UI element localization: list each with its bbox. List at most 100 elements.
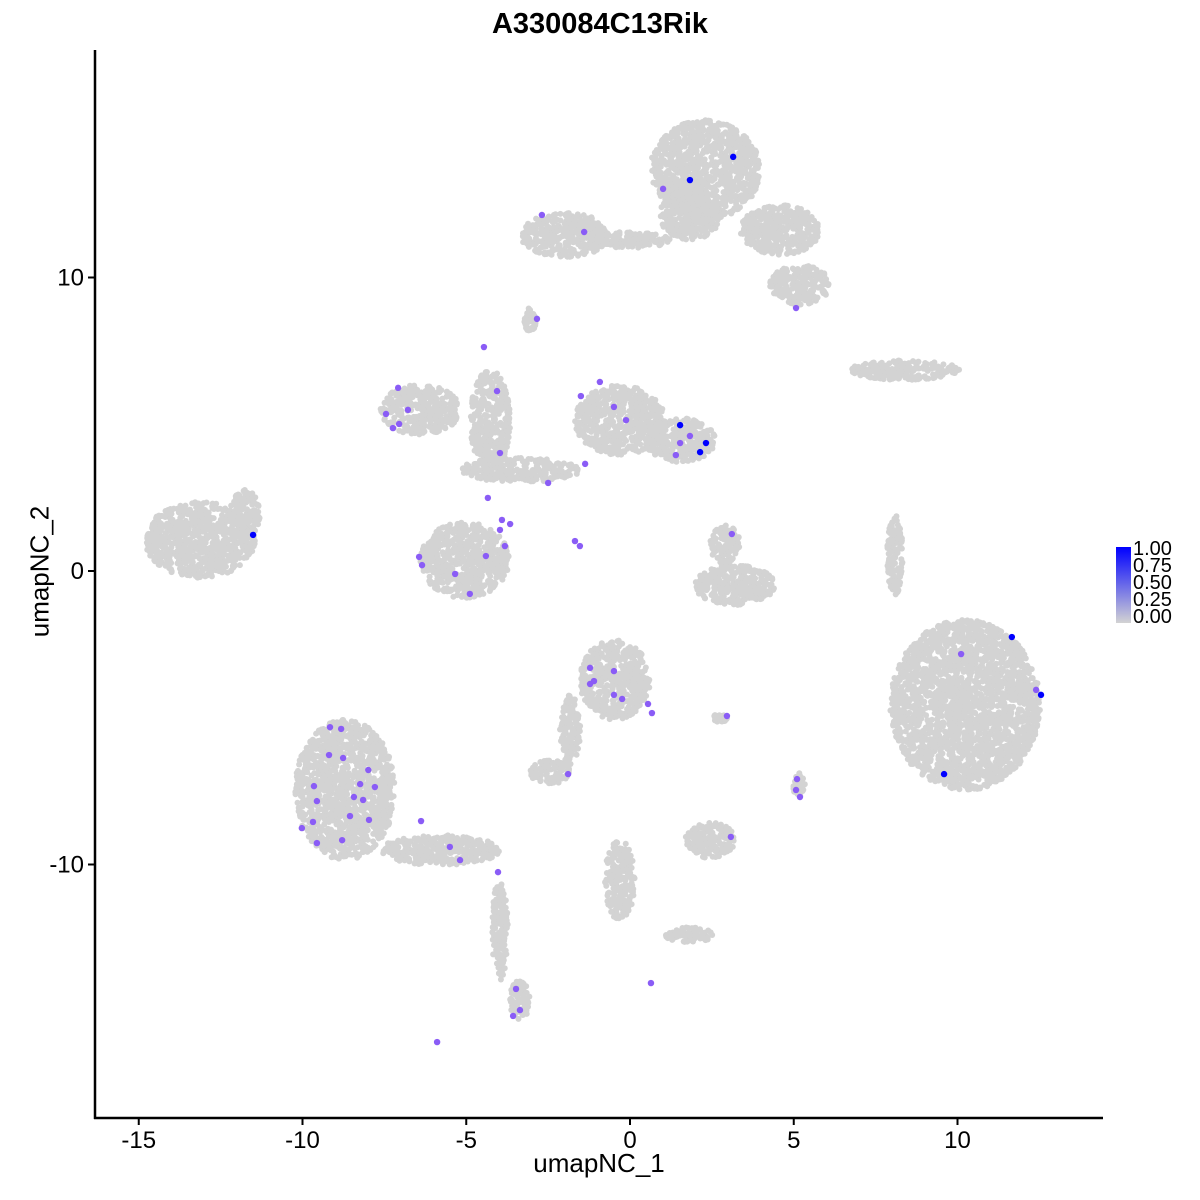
cell-point: [434, 569, 441, 576]
cell-point: [213, 540, 220, 547]
cell-point: [446, 566, 453, 573]
cell-point: [781, 218, 788, 225]
cell-point: [668, 163, 675, 170]
cell-point: [224, 538, 231, 545]
cell-point: [192, 539, 199, 546]
cell-point: [935, 365, 942, 372]
cell-point: [453, 401, 460, 408]
cell-point: [674, 189, 681, 196]
cell-point: [640, 407, 647, 414]
cell-point: [886, 360, 893, 367]
cell-point: [203, 499, 210, 506]
cell-point: [191, 527, 198, 534]
cell-point: [182, 502, 189, 509]
cell-point: [550, 212, 557, 219]
cell-point: [613, 230, 620, 237]
cell-point: [735, 144, 742, 151]
cell-point: [447, 538, 454, 545]
cell-point: [613, 240, 620, 247]
cell-point: [602, 421, 609, 428]
cell-point: [147, 549, 154, 556]
cell-point: [408, 430, 415, 437]
cell-point: [176, 527, 183, 534]
cell-point: [908, 373, 915, 380]
cell-point: [234, 553, 241, 560]
cell-point: [187, 543, 194, 550]
cell-point: [441, 585, 448, 592]
cell-point: [250, 526, 257, 533]
cell-point: [151, 558, 158, 565]
cell-point: [930, 371, 937, 378]
cell-point: [496, 533, 503, 540]
cell-point: [476, 569, 483, 576]
cell-point: [660, 141, 667, 148]
cell-point: [668, 155, 675, 162]
cell-point: [181, 553, 188, 560]
cell-point: [780, 205, 787, 212]
cell-point: [427, 409, 434, 416]
cell-point: [734, 177, 741, 184]
cell-point: [723, 121, 730, 128]
cell-point: [662, 233, 669, 240]
cell-point: [175, 557, 182, 564]
cell-point: [436, 409, 443, 416]
cell-point: [170, 505, 177, 512]
cell-point: [807, 299, 814, 306]
cell-point: [229, 562, 236, 569]
cell-point: [788, 274, 795, 281]
cell-point: [582, 248, 589, 255]
cell-point: [783, 283, 790, 290]
cell-point: [452, 547, 459, 554]
cell-point: [774, 232, 781, 239]
cell-point: [761, 230, 768, 237]
cell-point: [736, 184, 743, 191]
cell-point: [731, 205, 738, 212]
cell-point: [165, 563, 172, 570]
cell-point: [566, 215, 573, 222]
cell-point: [805, 266, 812, 273]
cell-point: [727, 197, 734, 204]
cell-point: [654, 405, 661, 412]
cell-point: [896, 370, 903, 377]
cell-point: [158, 533, 165, 540]
cell-point: [399, 389, 406, 396]
cell-point: [688, 126, 695, 133]
cell-point: [386, 399, 393, 406]
cell-point: [689, 156, 696, 163]
cell-point: [743, 215, 750, 222]
cell-point: [469, 534, 476, 541]
cell-point: [790, 223, 797, 230]
cell-point: [690, 163, 697, 170]
cell-point: [404, 414, 411, 421]
cell-point: [163, 549, 170, 556]
cell-point: [207, 559, 214, 566]
cell-point: [794, 205, 801, 212]
cell-point: [198, 545, 205, 552]
cell-point: [467, 578, 474, 585]
cell-point: [752, 229, 759, 236]
cell-point: [738, 156, 745, 163]
cell-point: [490, 537, 497, 544]
cell-point: [732, 128, 739, 135]
cell-point: [208, 546, 215, 553]
cell-point: [648, 412, 655, 419]
cell-point: [755, 207, 762, 214]
cell-point: [158, 552, 165, 559]
cell-point: [248, 508, 255, 515]
cell-point: [698, 136, 705, 143]
cell-point: [649, 154, 656, 161]
cell-point: [202, 538, 209, 545]
cell-point: [395, 406, 402, 413]
cell-point: [590, 220, 597, 227]
cell-point: [446, 576, 453, 583]
cell-point: [742, 186, 749, 193]
cell-point: [643, 397, 650, 404]
cell-point: [433, 586, 440, 593]
cell-point: [493, 574, 500, 581]
cell-point: [461, 578, 468, 585]
cell-point: [549, 219, 556, 226]
cell-point: [878, 359, 885, 366]
cell-point: [180, 521, 187, 528]
cell-point: [597, 223, 604, 230]
